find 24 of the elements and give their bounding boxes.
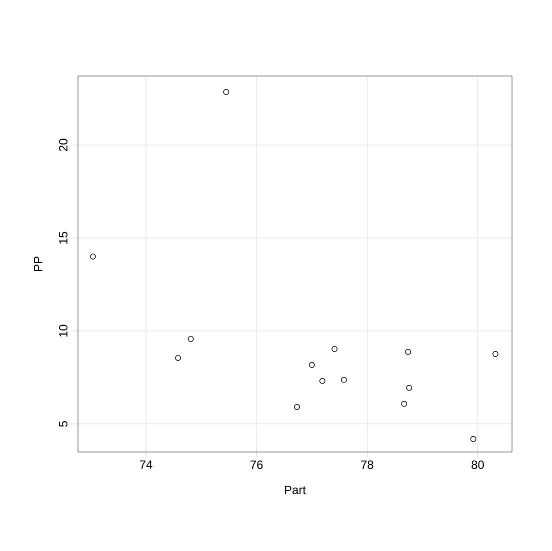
- point: [175, 354, 182, 361]
- point: [492, 351, 498, 357]
- x-tick-label: 78: [361, 460, 374, 469]
- point: [319, 378, 326, 384]
- x-tick-label: 76: [250, 460, 263, 469]
- point: [308, 362, 315, 368]
- y-tick-label: 15: [59, 232, 68, 244]
- point: [401, 400, 408, 407]
- y-axis-title: PP: [34, 256, 42, 271]
- x-axis-title: Part: [285, 486, 306, 494]
- point: [470, 436, 476, 442]
- point: [340, 376, 347, 383]
- point: [405, 349, 412, 355]
- y-tick-label: 5: [59, 421, 68, 427]
- y-tick-label: 20: [59, 138, 68, 152]
- x-tick-label: 74: [140, 460, 152, 469]
- point: [332, 346, 338, 352]
- x-tick-label: 80: [472, 460, 484, 469]
- point: [90, 254, 96, 260]
- point: [294, 404, 300, 410]
- point: [406, 384, 412, 391]
- point: [223, 89, 230, 95]
- point: [188, 336, 194, 342]
- y-tick-label: 10: [59, 324, 68, 337]
